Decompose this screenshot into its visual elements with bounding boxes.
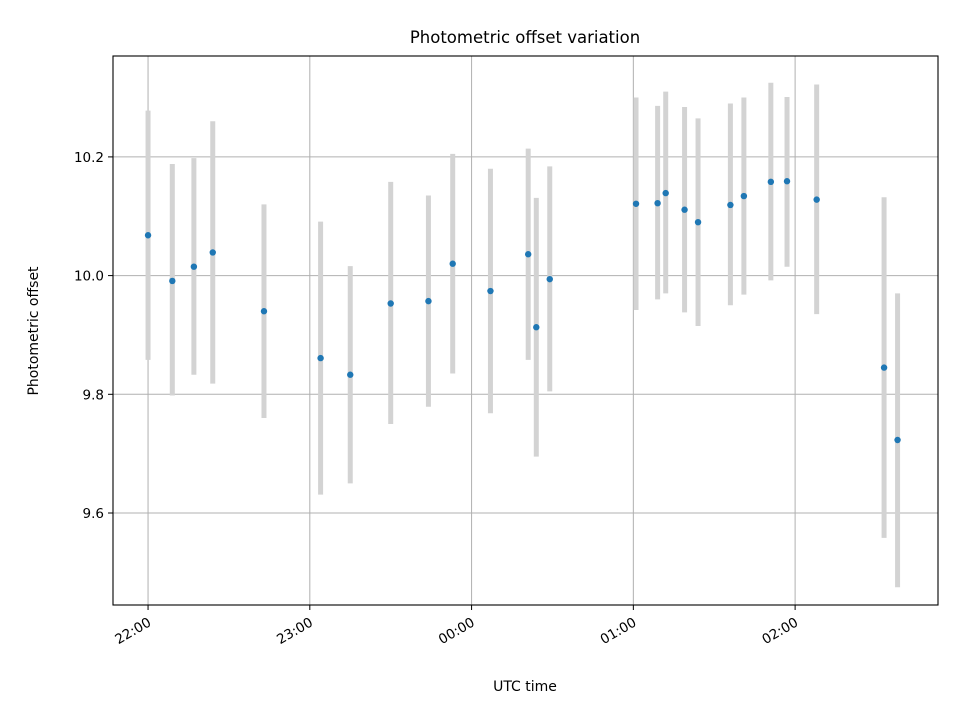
data-point xyxy=(654,199,661,207)
data-point xyxy=(880,364,888,371)
data-point xyxy=(190,263,198,270)
x-axis-title: UTC time xyxy=(493,679,557,695)
data-point xyxy=(727,201,734,209)
data-point xyxy=(740,192,748,200)
y-tick-label: 9.6 xyxy=(83,506,104,522)
chart-title: Photometric offset variation xyxy=(410,28,640,47)
data-point xyxy=(533,324,540,331)
y-tick-label: 9.8 xyxy=(83,387,104,403)
y-axis-title: Photometric offset xyxy=(26,266,42,396)
data-point xyxy=(662,189,669,197)
data-point xyxy=(449,260,456,267)
data-point xyxy=(546,275,553,283)
data-point xyxy=(209,249,216,256)
y-tick-label: 10.2 xyxy=(74,150,104,166)
data-point xyxy=(425,297,432,305)
data-point xyxy=(813,196,820,203)
data-point xyxy=(347,371,354,378)
data-point xyxy=(767,178,775,186)
y-tick-label: 10.0 xyxy=(74,269,104,285)
data-point xyxy=(487,287,494,295)
data-point xyxy=(144,232,152,239)
data-points xyxy=(144,178,901,444)
data-point xyxy=(260,308,268,315)
data-point xyxy=(524,251,532,258)
data-point xyxy=(783,178,791,185)
data-point xyxy=(894,436,901,444)
data-point xyxy=(694,218,702,226)
data-point xyxy=(681,206,688,213)
data-point xyxy=(169,277,176,285)
y-axis-ticks: 9.6 9.8 10.0 10.2 xyxy=(74,150,113,522)
grid xyxy=(113,56,938,605)
plot-frame xyxy=(112,55,939,606)
data-point xyxy=(387,300,394,307)
data-point xyxy=(632,200,640,207)
data-point xyxy=(317,354,324,362)
